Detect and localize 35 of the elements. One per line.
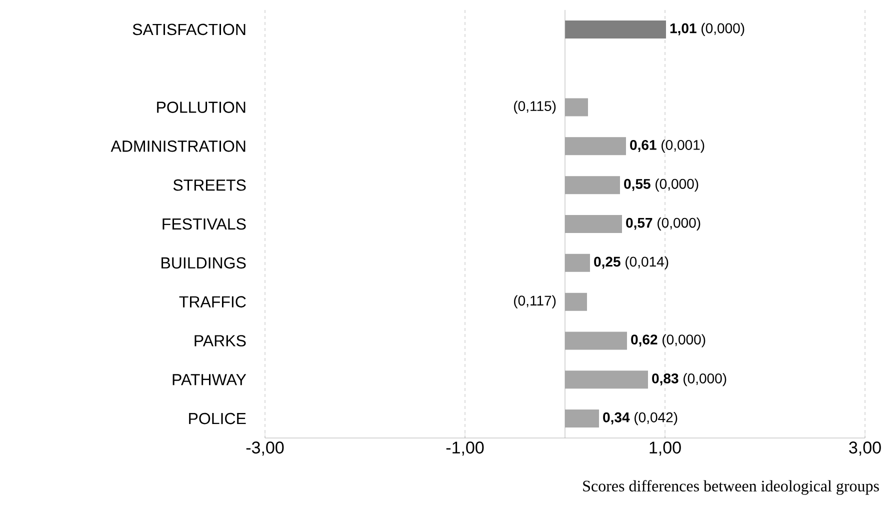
- y-tick-label: SATISFACTION: [132, 24, 246, 36]
- data-label: 0,57 (0,000): [626, 217, 700, 231]
- y-tick-label: BUILDINGS: [162, 257, 246, 269]
- y-tick-label: ADMINISTRATION: [110, 140, 246, 152]
- data-label: 0,61 (0,001): [630, 140, 704, 153]
- x-tick-label: 1,00: [650, 442, 681, 456]
- bar: [565, 137, 626, 156]
- data-label: 0,25 (0,014): [594, 256, 668, 270]
- y-tick-label: PATHWAY: [172, 374, 246, 386]
- bar: [565, 332, 628, 350]
- data-label: 0,55 (0,000): [624, 178, 698, 192]
- bar: [565, 215, 622, 234]
- data-label: 0,34 (0,042): [603, 412, 678, 426]
- bar: [565, 410, 600, 428]
- x-tick-label: 3,00: [849, 442, 881, 456]
- y-tick-label: STREETS: [173, 179, 246, 191]
- y-tick-label: TRAFFIC: [179, 296, 246, 308]
- bar: [565, 98, 588, 116]
- annotation: (0,117): [514, 295, 556, 308]
- y-tick-label: FESTIVALS: [162, 218, 246, 230]
- bar: [565, 292, 588, 311]
- x-axis-title: Scores differences between ideological groups: [583, 480, 879, 495]
- bar: [565, 254, 590, 272]
- x-tick-label: -1,00: [446, 442, 484, 456]
- data-label: 1,01 (0,000): [670, 22, 744, 36]
- bar: [565, 20, 666, 38]
- data-label: 0,62 (0,000): [631, 334, 706, 348]
- y-tick-label: POLICE: [189, 412, 246, 424]
- data-label: 0,83 (0,000): [652, 373, 726, 386]
- bar: [565, 176, 620, 194]
- y-tick-label: POLLUTION: [157, 102, 246, 113]
- bar: [565, 370, 648, 389]
- y-tick-label: PARKS: [194, 335, 246, 346]
- annotation: (0,115): [514, 100, 556, 114]
- x-tick-label: -3,00: [246, 442, 284, 456]
